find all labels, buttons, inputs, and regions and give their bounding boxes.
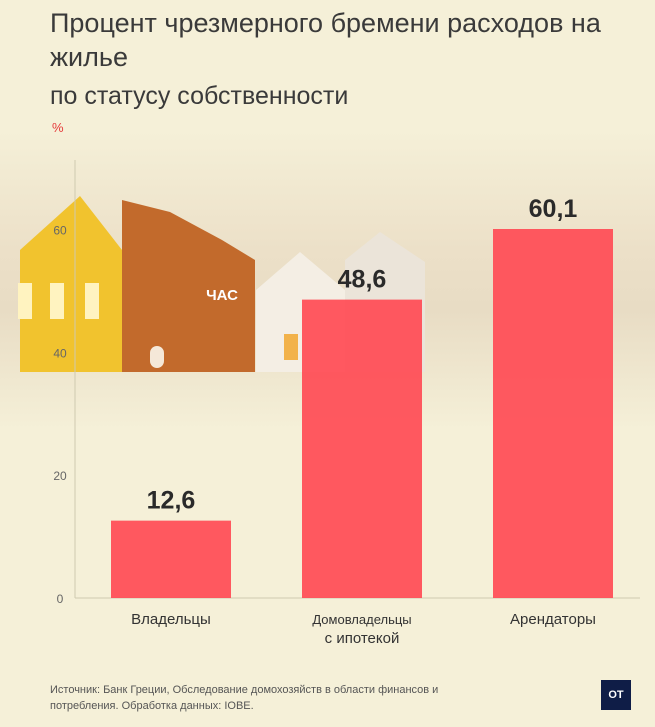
y-axis-unit: % <box>52 120 64 135</box>
bar <box>302 299 422 598</box>
y-tick-label: 60 <box>53 224 67 238</box>
orange-house <box>122 200 255 372</box>
bar-value-label: 48,6 <box>338 266 387 294</box>
house-window <box>18 283 32 319</box>
bar <box>493 229 613 598</box>
house-door <box>150 346 164 368</box>
x-tick-label: Арендаторы <box>510 611 596 628</box>
house-sign: ЧАС <box>206 287 238 304</box>
x-tick-label: с ипотекой <box>325 630 400 647</box>
house-window <box>284 334 298 360</box>
source-note: Источник: Банк Греции, Обследование домо… <box>50 684 439 712</box>
bar-value-label: 60,1 <box>529 195 578 223</box>
x-tick-label: Домовладельцы <box>312 612 411 627</box>
y-ticks: 0 20 40 60 <box>53 224 67 606</box>
y-tick-label: 20 <box>53 469 67 483</box>
y-tick-label: 40 <box>53 346 67 360</box>
chart-subtitle: по статусу собственности <box>50 82 349 110</box>
bars: 12,6 Владельцы 48,6 Домовладельцы с ипотекой… <box>111 195 613 647</box>
bar-value-label: 12,6 <box>147 487 196 515</box>
publisher-logo[interactable]: OT <box>601 680 631 710</box>
bar <box>111 520 231 598</box>
house-window <box>85 283 99 319</box>
house-window <box>50 283 64 319</box>
x-tick-label: Владельцы <box>131 611 211 628</box>
y-tick-label: 0 <box>57 592 64 606</box>
chart-title: Процент чрезмерного бремени расходов на … <box>50 8 601 72</box>
yellow-house <box>20 196 122 372</box>
